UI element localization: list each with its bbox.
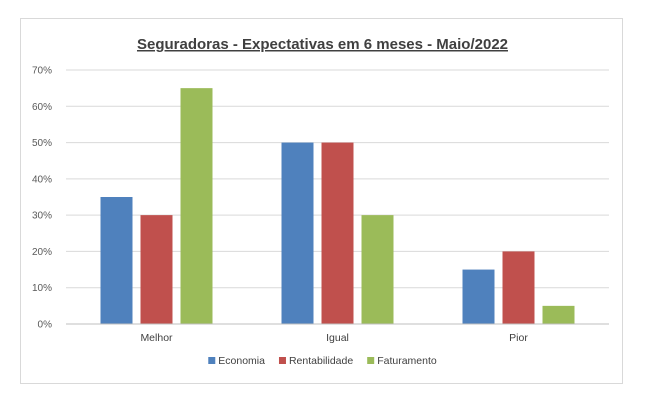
- chart-title: Seguradoras - Expectativas em 6 meses - …: [137, 36, 508, 53]
- bar-economia-pior: [462, 269, 495, 324]
- legend-label: Rentabilidade: [289, 355, 353, 367]
- y-tick-label: 70%: [32, 66, 52, 77]
- bar-faturamento-pior: [542, 305, 575, 324]
- legend-item: Faturamento: [367, 355, 437, 367]
- legend-label: Faturamento: [377, 355, 437, 367]
- bar-faturamento-igual: [361, 215, 394, 324]
- y-tick-label: 10%: [32, 283, 52, 294]
- legend-item: Economia: [208, 355, 265, 367]
- y-tick-label: 40%: [32, 174, 52, 185]
- y-axis: 0% 10% 20% 30% 40% 50% 60% 70%: [32, 66, 52, 331]
- bar-economia-igual: [281, 142, 314, 324]
- bar-chart: Seguradoras - Expectativas em 6 meses - …: [32, 36, 609, 367]
- x-axis: Melhor Igual Pior: [66, 323, 609, 344]
- y-tick-label: 30%: [32, 211, 52, 222]
- y-tick-label: 20%: [32, 247, 52, 258]
- legend-swatch: [367, 357, 375, 364]
- y-tick-label: 0%: [38, 320, 53, 331]
- bar-rentabilidade-pior: [502, 251, 535, 324]
- legend-swatch: [278, 357, 286, 364]
- legend: Economia Rentabilidade Faturamento: [208, 355, 437, 367]
- x-tick-label: Igual: [326, 332, 349, 344]
- y-tick-label: 50%: [32, 138, 52, 149]
- bar-economia-melhor: [100, 197, 133, 324]
- y-tick-label: 60%: [32, 102, 52, 113]
- bar-rentabilidade-igual: [321, 142, 354, 324]
- bar-rentabilidade-melhor: [140, 215, 173, 324]
- x-tick-label: Melhor: [140, 332, 173, 344]
- bars: [100, 88, 575, 325]
- chart-area: Seguradoras - Expectativas em 6 meses - …: [20, 18, 623, 384]
- x-tick-label: Pior: [509, 332, 528, 344]
- legend-label: Economia: [218, 355, 265, 367]
- bar-faturamento-melhor: [180, 88, 213, 325]
- legend-item: Rentabilidade: [278, 355, 353, 367]
- legend-swatch: [208, 357, 216, 364]
